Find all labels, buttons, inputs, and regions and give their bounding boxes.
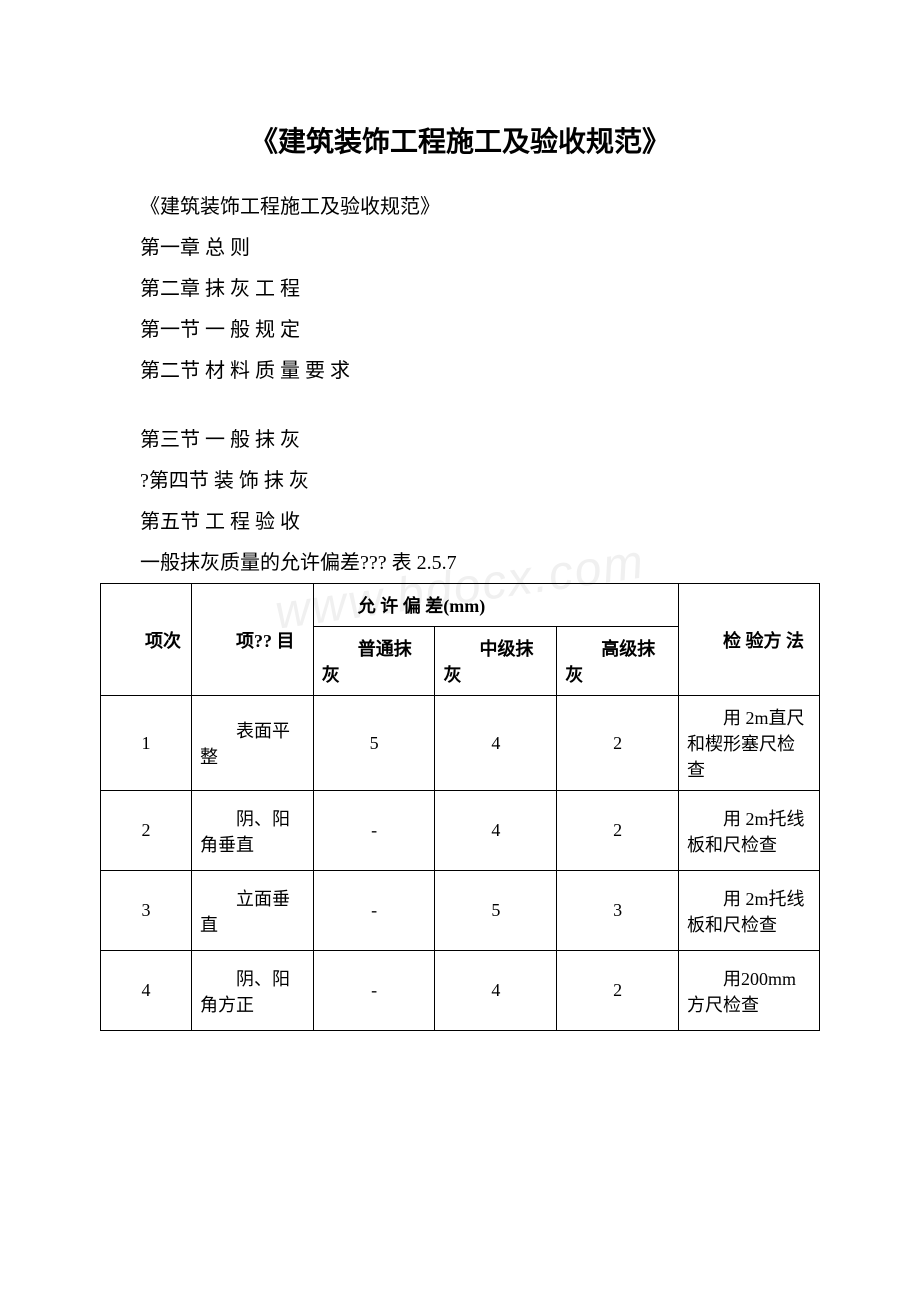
spacer: [100, 395, 820, 423]
cell-item: 立面垂直: [191, 871, 313, 951]
cell-mid: 4: [435, 696, 557, 791]
cell-mid: 5: [435, 871, 557, 951]
cell-mid: 4: [435, 951, 557, 1031]
chapter-line: ?第四节 装 饰 抹 灰: [100, 464, 820, 493]
table-header-row: 项次 项?? 目 允 许 偏 差(mm) 检 验方 法: [101, 584, 820, 627]
header-method: 检 验方 法: [678, 584, 819, 696]
header-item: 项?? 目: [191, 584, 313, 696]
document-subtitle: 《建筑装饰工程施工及验收规范》: [100, 190, 820, 219]
chapter-line: 第一节 一 般 规 定: [100, 313, 820, 342]
cell-high: 2: [557, 791, 679, 871]
document-content: 《建筑装饰工程施工及验收规范》 《建筑装饰工程施工及验收规范》 第一章 总 则 …: [100, 120, 820, 1031]
cell-item: 表面平整: [191, 696, 313, 791]
chapter-line: 第二章 抹 灰 工 程: [100, 272, 820, 301]
table-row: 2 阴、阳角垂直 - 4 2 用 2m托线板和尺检查: [101, 791, 820, 871]
cell-high: 3: [557, 871, 679, 951]
cell-normal: -: [313, 871, 435, 951]
cell-normal: -: [313, 791, 435, 871]
cell-method: 用 2m托线板和尺检查: [678, 871, 819, 951]
subheader-mid: 中级抹灰: [435, 627, 557, 696]
chapter-line: 第五节 工 程 验 收: [100, 505, 820, 534]
subheader-high: 高级抹灰: [557, 627, 679, 696]
header-deviation: 允 许 偏 差(mm): [313, 584, 678, 627]
cell-method: 用200mm 方尺检查: [678, 951, 819, 1031]
cell-num: 3: [101, 871, 192, 951]
cell-method: 用 2m托线板和尺检查: [678, 791, 819, 871]
table-caption: 一般抹灰质量的允许偏差??? 表 2.5.7: [100, 546, 820, 575]
subheader-normal: 普通抹灰: [313, 627, 435, 696]
cell-normal: 5: [313, 696, 435, 791]
cell-item: 阴、阳角垂直: [191, 791, 313, 871]
cell-high: 2: [557, 951, 679, 1031]
table-row: 4 阴、阳角方正 - 4 2 用200mm 方尺检查: [101, 951, 820, 1031]
cell-normal: -: [313, 951, 435, 1031]
cell-num: 1: [101, 696, 192, 791]
table-row: 1 表面平整 5 4 2 用 2m直尺和楔形塞尺检查: [101, 696, 820, 791]
table-row: 3 立面垂直 - 5 3 用 2m托线板和尺检查: [101, 871, 820, 951]
chapter-line: 第三节 一 般 抹 灰: [100, 423, 820, 452]
header-num: 项次: [101, 584, 192, 696]
cell-num: 4: [101, 951, 192, 1031]
cell-high: 2: [557, 696, 679, 791]
cell-num: 2: [101, 791, 192, 871]
chapter-line: 第二节 材 料 质 量 要 求: [100, 354, 820, 383]
document-title: 《建筑装饰工程施工及验收规范》: [100, 120, 820, 160]
chapter-line: 第一章 总 则: [100, 231, 820, 260]
cell-mid: 4: [435, 791, 557, 871]
cell-item: 阴、阳角方正: [191, 951, 313, 1031]
deviation-table: 项次 项?? 目 允 许 偏 差(mm) 检 验方 法 普通抹灰 中级抹灰: [100, 583, 820, 1031]
cell-method: 用 2m直尺和楔形塞尺检查: [678, 696, 819, 791]
